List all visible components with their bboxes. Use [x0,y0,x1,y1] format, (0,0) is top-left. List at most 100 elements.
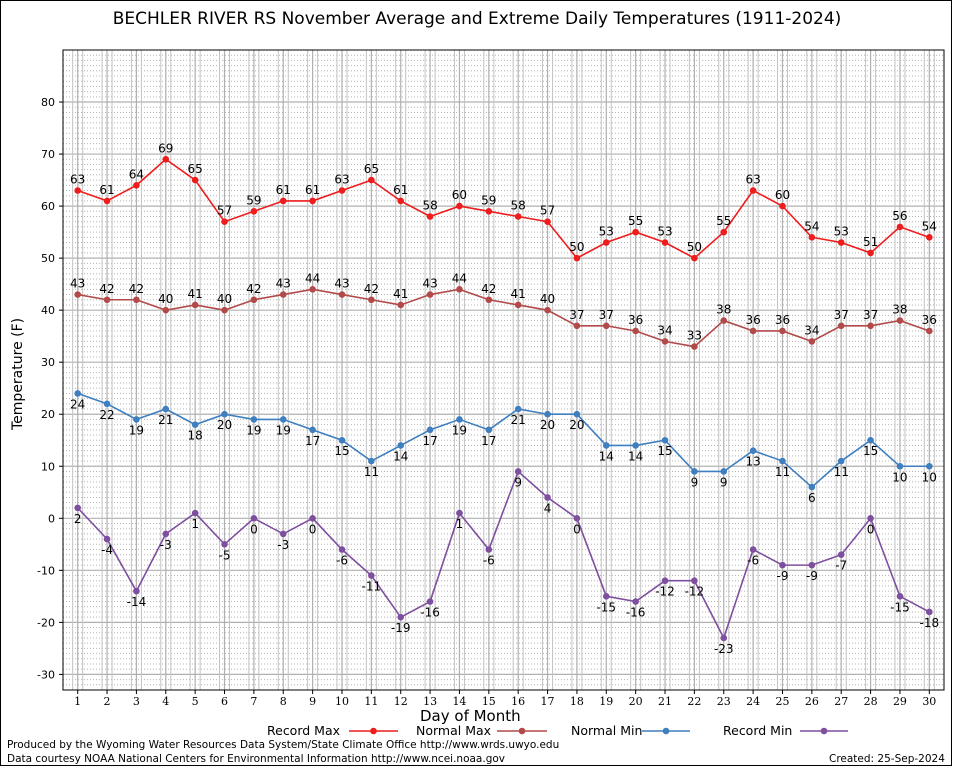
data-label: 54 [804,219,819,233]
data-point [837,551,845,559]
data-point [926,327,933,335]
x-tick-label: 28 [864,695,878,708]
data-label: 37 [599,308,614,322]
data-label: 0 [867,522,875,536]
data-point [749,327,757,335]
data-label: 9 [514,475,522,489]
data-point [103,400,111,408]
data-point [573,410,581,418]
data-point [250,514,258,522]
footer-data-source: Data courtesy NOAA National Centers for … [7,753,506,765]
data-label: 14 [599,449,614,463]
data-point [133,296,140,304]
series-record-min: 2 -4 -14 -3 1 -5 0 -3 0 -6 -11 -19 -16 1 -6 9 4 0 -15 -16 -1… [74,468,939,656]
data-point [632,327,639,335]
x-tick-label: 15 [482,695,496,708]
data-label: -15 [890,600,910,614]
data-label: -11 [362,580,382,594]
data-label: 14 [628,449,643,463]
data-label: 19 [276,423,291,437]
data-label: 65 [364,162,379,176]
data-label: 24 [70,397,85,411]
data-point [691,468,698,475]
data-point [133,587,140,595]
data-point [74,504,81,512]
data-point [808,338,816,345]
x-tick-label: 26 [805,695,819,708]
x-tick-label: 18 [570,695,584,708]
data-point [485,208,493,215]
data-label: 51 [863,235,878,249]
data-point [426,426,434,434]
y-tick-label: 50 [41,252,55,265]
data-point [103,296,111,304]
data-point [426,213,434,220]
data-point [661,577,669,585]
data-label: -14 [127,595,147,609]
data-point [103,197,111,205]
data-label: -12 [685,585,705,599]
data-label: 21 [511,413,526,427]
data-point [368,296,375,304]
data-label: 54 [922,219,937,233]
x-tick-label: 27 [834,695,848,708]
data-point [544,410,551,418]
y-tick-label: 20 [41,408,55,421]
data-point [514,213,522,220]
x-tick-label: 16 [511,695,525,708]
data-label: 40 [217,292,232,306]
x-tick-label: 12 [394,695,408,708]
data-label: 64 [129,167,144,181]
data-point [191,301,199,309]
data-label: 36 [628,313,643,327]
data-point [691,343,698,350]
data-point [456,202,463,210]
data-point [926,462,933,470]
data-point [485,426,493,434]
data-label: 43 [422,277,437,291]
x-tick-label: 11 [364,695,378,708]
data-label: -19 [391,621,411,635]
data-point [720,634,728,642]
data-label: 63 [70,172,85,186]
data-label: 33 [687,329,702,343]
series-line [77,392,930,489]
x-tick-label: 14 [452,695,466,708]
data-point [837,322,845,330]
data-point [602,322,610,330]
data-point [749,447,757,454]
data-label: -15 [596,600,616,614]
x-tick-label: 13 [423,695,437,708]
data-point [691,577,698,585]
data-label: 15 [657,444,672,458]
data-label: 58 [422,199,437,213]
data-point [309,197,316,205]
data-label: 61 [305,183,320,197]
data-point [661,338,669,345]
data-label: 44 [305,271,320,285]
data-point [749,546,757,553]
data-label: -9 [806,569,818,583]
data-point [514,468,522,475]
x-tick-label: 4 [162,695,169,708]
x-tick-label: 21 [658,695,672,708]
data-point [808,561,816,569]
data-label: 36 [745,313,760,327]
data-label: 57 [540,204,555,218]
data-point [779,202,786,210]
data-point [485,296,493,304]
y-tick-label: 40 [41,304,55,317]
data-point [191,176,199,184]
data-point [309,286,316,293]
plot-area [63,50,944,690]
data-point [720,228,728,236]
x-tick-label: 1 [74,695,81,708]
data-label: 58 [511,199,526,213]
data-label: 37 [834,308,849,322]
data-label: 55 [716,214,731,228]
legend-marker [518,727,526,735]
data-label: 43 [276,277,291,291]
data-point [397,442,405,449]
data-point [485,546,493,553]
